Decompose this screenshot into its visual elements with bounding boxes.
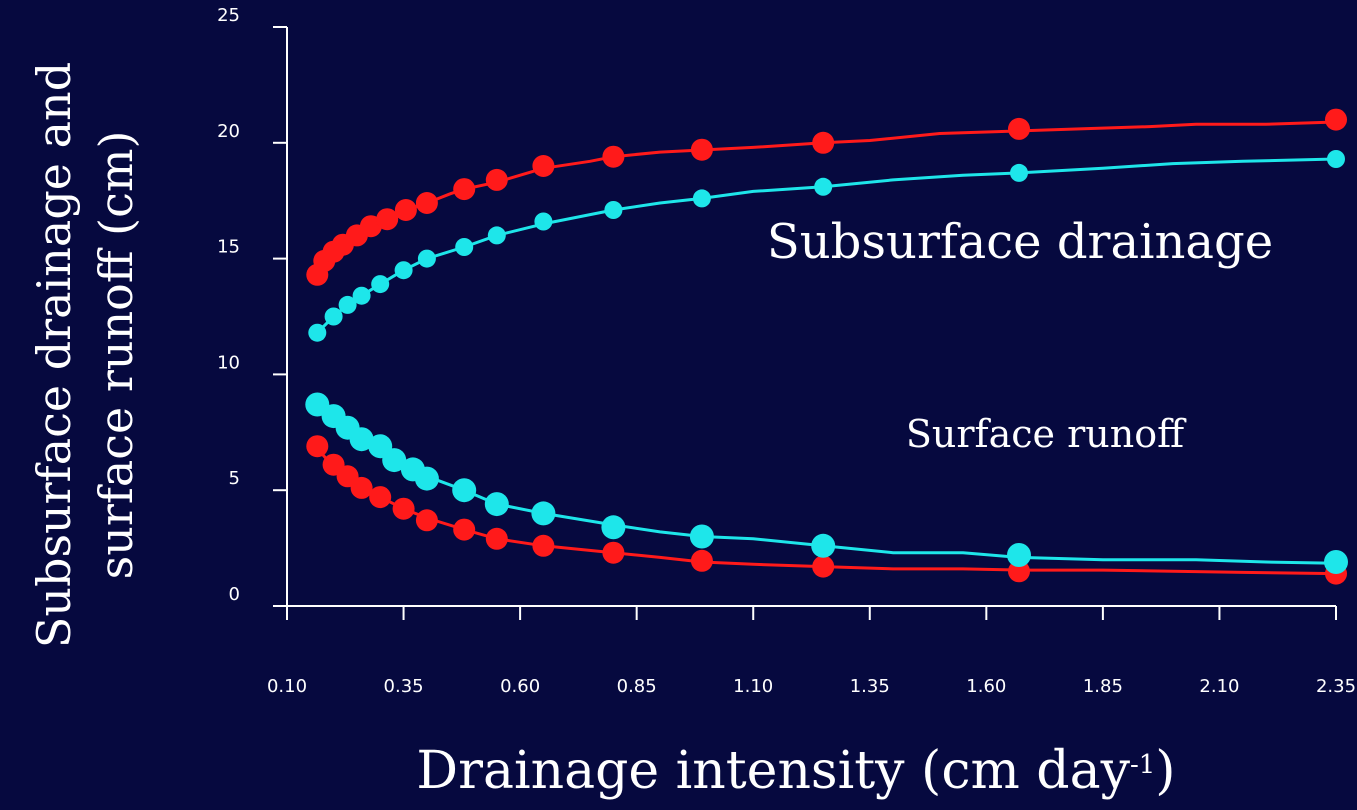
y-tick-label: 20 <box>217 121 240 142</box>
x-axis-title-main: Drainage intensity (cm day <box>416 741 1130 801</box>
data-point <box>1324 550 1348 574</box>
data-point <box>452 478 477 503</box>
data-point <box>1007 543 1031 567</box>
data-point <box>811 533 836 558</box>
data-point <box>1008 117 1030 140</box>
data-point <box>338 295 357 314</box>
data-point <box>324 307 343 326</box>
x-tick-label: 1.60 <box>966 676 1006 697</box>
data-point <box>485 527 508 550</box>
x-tick-label: 2.10 <box>1199 676 1239 697</box>
data-point <box>1327 150 1345 168</box>
data-point <box>394 261 413 280</box>
data-point <box>369 486 392 509</box>
data-point <box>487 226 506 245</box>
data-point <box>371 275 390 294</box>
data-point <box>812 131 835 154</box>
y-ticks: 0 5 10 15 20 25 <box>217 5 287 607</box>
data-point <box>455 238 474 256</box>
x-tick-label: 0.35 <box>384 676 424 697</box>
data-point <box>308 323 327 342</box>
y-tick-label: 0 <box>229 584 240 605</box>
x-tick-label: 1.35 <box>850 676 890 697</box>
axes <box>286 27 1336 607</box>
data-point <box>376 208 399 231</box>
x-tick-label: 1.85 <box>1083 676 1123 697</box>
data-point <box>602 541 625 564</box>
y-axis-title-line2: surface runoff (cm) <box>89 131 143 580</box>
x-tick-label: 2.35 <box>1316 676 1356 697</box>
data-point <box>349 427 374 452</box>
data-point <box>306 435 329 458</box>
data-point <box>812 555 835 578</box>
data-point <box>484 492 509 517</box>
data-point <box>814 177 833 196</box>
data-point <box>692 189 711 208</box>
y-tick-label: 10 <box>217 352 240 373</box>
data-point <box>532 155 555 177</box>
data-point <box>415 509 438 532</box>
x-ticks: 0.10 0.35 0.60 0.85 1.10 1.35 1.60 1.85 2.10 2.35 <box>267 606 1356 697</box>
data-point <box>690 138 713 161</box>
series-line-1 <box>316 157 1337 334</box>
data-point <box>534 212 553 231</box>
data-point <box>604 201 623 219</box>
y-axis-title: Subsurface drainage and surface runoff (… <box>27 62 143 648</box>
subsurface-drainage-annotation: Subsurface drainage <box>767 214 1273 270</box>
data-point <box>350 476 373 499</box>
y-tick-label: 25 <box>217 5 240 26</box>
data-point <box>394 199 417 221</box>
x-tick-label: 0.10 <box>267 676 307 697</box>
data-point <box>601 515 626 540</box>
x-tick-label: 0.60 <box>500 676 540 697</box>
data-point <box>1325 108 1347 131</box>
x-tick-label: 0.85 <box>617 676 657 697</box>
data-point <box>602 145 625 168</box>
data-point <box>382 448 407 473</box>
data-point <box>1008 560 1030 583</box>
data-point <box>352 286 371 305</box>
x-tick-label: 1.10 <box>733 676 773 697</box>
surface-runoff-annotation: Surface runoff <box>906 412 1187 456</box>
data-point <box>1010 163 1028 182</box>
plot-markers <box>305 108 1348 585</box>
data-point <box>417 249 436 268</box>
data-point <box>414 466 439 491</box>
data-point <box>453 178 476 201</box>
data-point <box>689 524 714 549</box>
x-axis-title-suffix: ) <box>1155 741 1175 801</box>
y-axis-title-line1: Subsurface drainage and <box>27 62 81 648</box>
data-point <box>392 497 415 520</box>
data-point <box>415 192 438 214</box>
x-axis-title: Drainage intensity (cm day-1) <box>416 741 1175 801</box>
data-point <box>485 168 508 191</box>
y-tick-label: 15 <box>217 237 240 258</box>
data-point <box>453 518 476 541</box>
y-tick-label: 5 <box>229 468 240 489</box>
data-point <box>690 549 713 572</box>
data-point <box>532 534 555 557</box>
x-axis-title-superscript: -1 <box>1130 750 1155 780</box>
data-point <box>531 501 556 526</box>
